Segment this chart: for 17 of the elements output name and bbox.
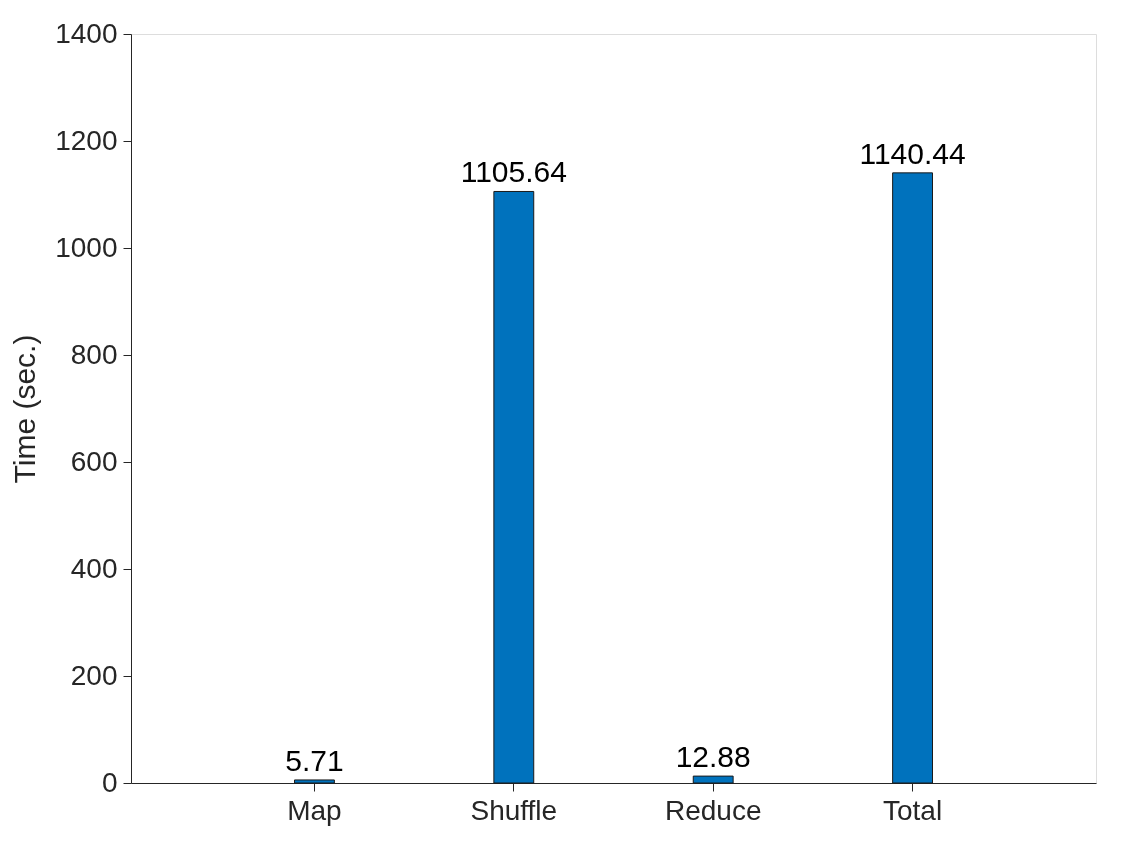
- data-label: 5.71: [285, 743, 344, 777]
- y-tick-label: 1000: [55, 231, 118, 263]
- y-tick-label: 200: [70, 659, 118, 691]
- y-tick-label: 600: [70, 445, 118, 477]
- y-tick-label: 1400: [55, 17, 118, 49]
- data-label: 12.88: [675, 740, 751, 774]
- y-axis-title: Time (sec.): [8, 334, 42, 484]
- x-tick-label: Map: [287, 794, 342, 826]
- y-tick-label: 400: [70, 552, 118, 584]
- y-tick-label: 800: [70, 338, 118, 370]
- data-label: 1140.44: [859, 136, 966, 170]
- y-tick-label: 1200: [55, 124, 118, 156]
- x-tick-label: Total: [882, 794, 943, 826]
- data-label: 1105.64: [460, 155, 567, 189]
- y-tick-label: 0: [101, 766, 118, 798]
- x-tick-label: Reduce: [664, 794, 762, 826]
- x-tick-label: Shuffle: [470, 794, 558, 826]
